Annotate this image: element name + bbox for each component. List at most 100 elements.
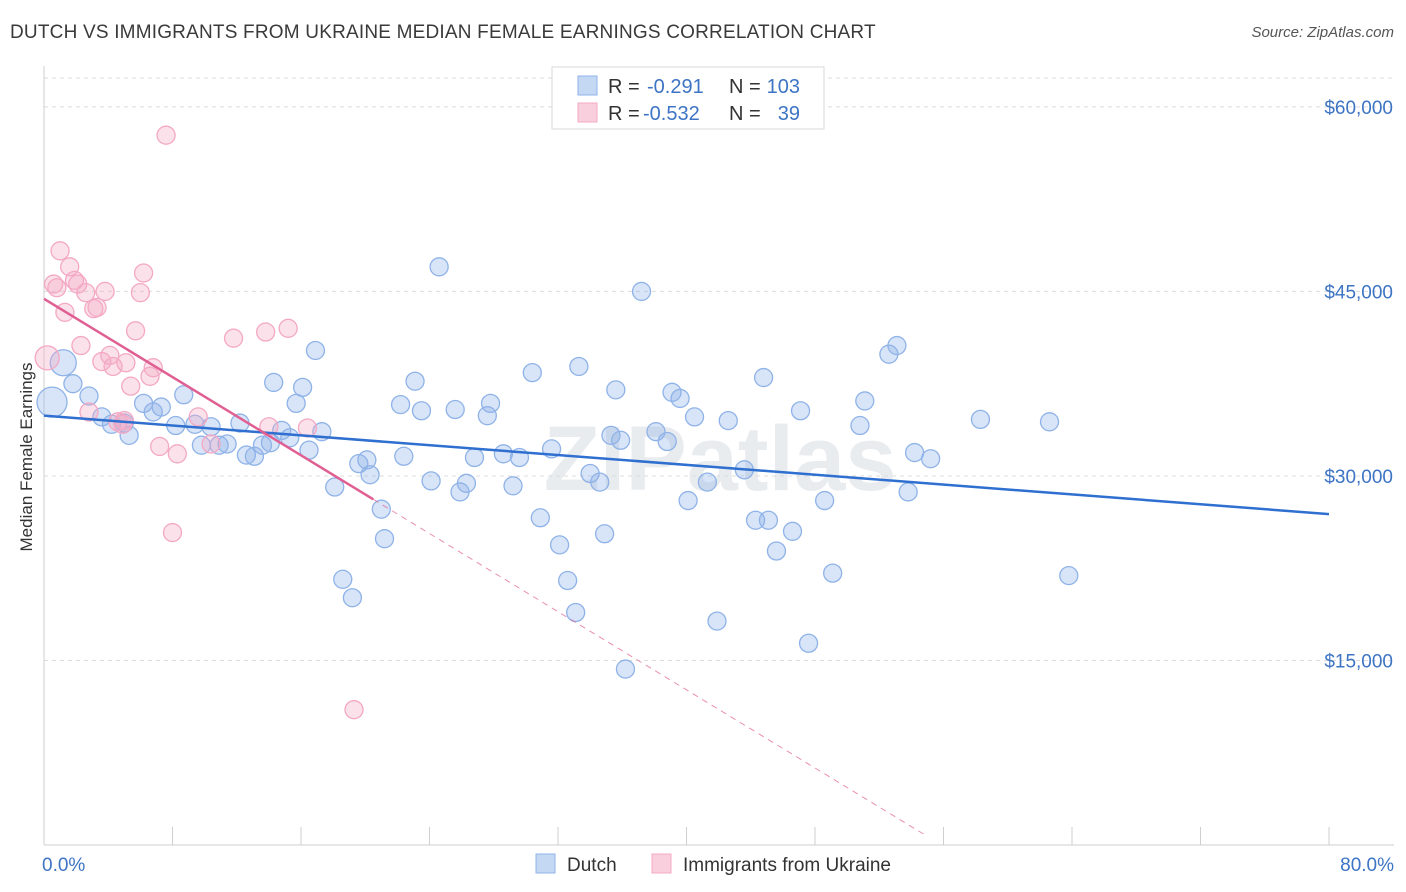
series-legend-label-ukraine: Immigrants from Ukraine xyxy=(683,855,891,876)
data-point-dutch xyxy=(325,477,345,497)
data-point-dutch xyxy=(63,374,83,394)
data-point-ukraine xyxy=(188,407,208,427)
data-point-dutch xyxy=(371,499,391,519)
legend-n-value-dutch: 103 xyxy=(767,76,800,98)
series-legend-label-dutch: Dutch xyxy=(567,855,617,876)
data-point-dutch xyxy=(887,335,907,356)
data-point-ukraine xyxy=(149,436,170,457)
legend-r-label-dutch: R = xyxy=(608,76,640,98)
data-point-ukraine xyxy=(43,274,64,294)
y-tick-label: $30,000 xyxy=(1324,467,1393,488)
data-point-ukraine xyxy=(71,335,91,356)
data-point-dutch xyxy=(718,410,738,431)
y-tick-label: $45,000 xyxy=(1324,282,1393,303)
data-point-dutch xyxy=(236,445,257,465)
data-point-dutch xyxy=(493,444,514,464)
data-point-dutch xyxy=(421,471,441,491)
stats-legend: R = -0.291 N = 103 R = -0.532 N = 39 xyxy=(551,66,825,130)
data-point-ukraine xyxy=(156,125,176,145)
data-point-dutch xyxy=(286,393,306,414)
data-point-dutch xyxy=(530,508,550,528)
data-point-ukraine xyxy=(130,283,151,303)
data-point-dutch xyxy=(684,407,705,427)
legend-r-value-ukraine: -0.532 xyxy=(643,103,700,125)
chart-title: DUTCH VS IMMIGRANTS FROM UKRAINE MEDIAN … xyxy=(10,22,876,43)
series-legend-swatch-ukraine xyxy=(651,853,672,874)
data-point-dutch xyxy=(782,521,803,541)
data-point-dutch xyxy=(850,415,870,436)
y-tick-label: $15,000 xyxy=(1324,651,1393,672)
grid-lines xyxy=(44,77,1394,661)
data-point-dutch xyxy=(217,434,237,454)
data-point-dutch xyxy=(151,397,171,417)
data-point-ukraine xyxy=(201,434,221,454)
data-point-dutch xyxy=(503,476,523,496)
data-point-dutch xyxy=(590,472,610,492)
data-point-ukraine xyxy=(162,522,183,543)
data-point-dutch xyxy=(758,510,779,530)
data-point-ukraine xyxy=(256,322,276,342)
data-point-ukraine xyxy=(223,328,244,348)
data-point-ukraine xyxy=(344,700,364,720)
trend-line-ukraine-extension xyxy=(373,498,928,837)
data-point-dutch xyxy=(405,371,425,391)
x-tick-label-min: 0.0% xyxy=(42,855,85,876)
trend-line-dutch xyxy=(43,414,1330,516)
data-point-dutch xyxy=(79,386,99,406)
data-point-dutch xyxy=(264,372,284,393)
data-point-dutch xyxy=(1039,412,1060,432)
data-point-ukraine xyxy=(47,278,67,298)
data-point-ukraine xyxy=(278,318,298,338)
legend-r-value-dutch: -0.291 xyxy=(647,76,704,98)
data-point-dutch xyxy=(814,490,835,511)
data-point-dutch xyxy=(477,406,497,426)
data-point-ukraine xyxy=(79,402,99,422)
data-point-dutch xyxy=(898,482,918,502)
data-point-ukraine xyxy=(116,353,136,373)
series-legend: Dutch Immigrants from Ukraine xyxy=(535,853,891,876)
data-point-dutch xyxy=(569,356,589,377)
legend-swatch-ukraine xyxy=(577,102,598,123)
series-legend-swatch-dutch xyxy=(535,853,556,874)
legend-n-value-ukraine: 39 xyxy=(778,103,800,125)
data-point-dutch xyxy=(1059,565,1079,586)
data-point-dutch xyxy=(394,446,414,466)
trend-lines xyxy=(43,297,1330,837)
data-point-dutch xyxy=(670,388,690,409)
data-point-dutch xyxy=(798,633,819,653)
data-point-dutch xyxy=(174,385,194,405)
data-point-dutch xyxy=(566,602,586,623)
data-point-ukraine xyxy=(125,321,146,341)
data-point-dutch xyxy=(970,409,991,430)
chart-source: Source: ZipAtlas.com xyxy=(1251,24,1394,41)
data-point-dutch xyxy=(601,425,621,446)
y-tick-label: $60,000 xyxy=(1324,98,1393,119)
data-point-dutch xyxy=(855,391,875,411)
legend-n-label-dutch: N = xyxy=(729,76,761,98)
data-point-ukraine xyxy=(95,281,115,302)
data-point-ukraine xyxy=(87,297,107,318)
data-point-dutch xyxy=(921,449,941,469)
legend-swatch-dutch xyxy=(577,75,598,96)
data-point-ukraine xyxy=(50,241,70,261)
data-point-dutch xyxy=(360,465,380,485)
data-point-dutch xyxy=(333,569,353,589)
data-point-dutch xyxy=(390,394,411,415)
data-point-dutch xyxy=(209,435,229,455)
data-point-dutch xyxy=(707,611,727,631)
data-point-dutch xyxy=(429,257,449,277)
data-point-ukraine xyxy=(76,283,96,303)
data-point-dutch xyxy=(119,425,139,446)
data-point-dutch xyxy=(790,401,811,421)
data-point-dutch xyxy=(49,349,77,377)
data-point-dutch xyxy=(697,472,718,492)
x-tick-label-max: 80.0% xyxy=(1340,855,1394,876)
data-point-dutch xyxy=(823,563,843,583)
data-point-ukraine xyxy=(167,444,187,464)
legend-n-label-ukraine: N = xyxy=(729,103,761,125)
data-point-dutch xyxy=(610,430,631,450)
data-point-dutch xyxy=(766,541,787,561)
data-point-dutch xyxy=(904,442,925,463)
data-point-dutch xyxy=(357,450,377,470)
